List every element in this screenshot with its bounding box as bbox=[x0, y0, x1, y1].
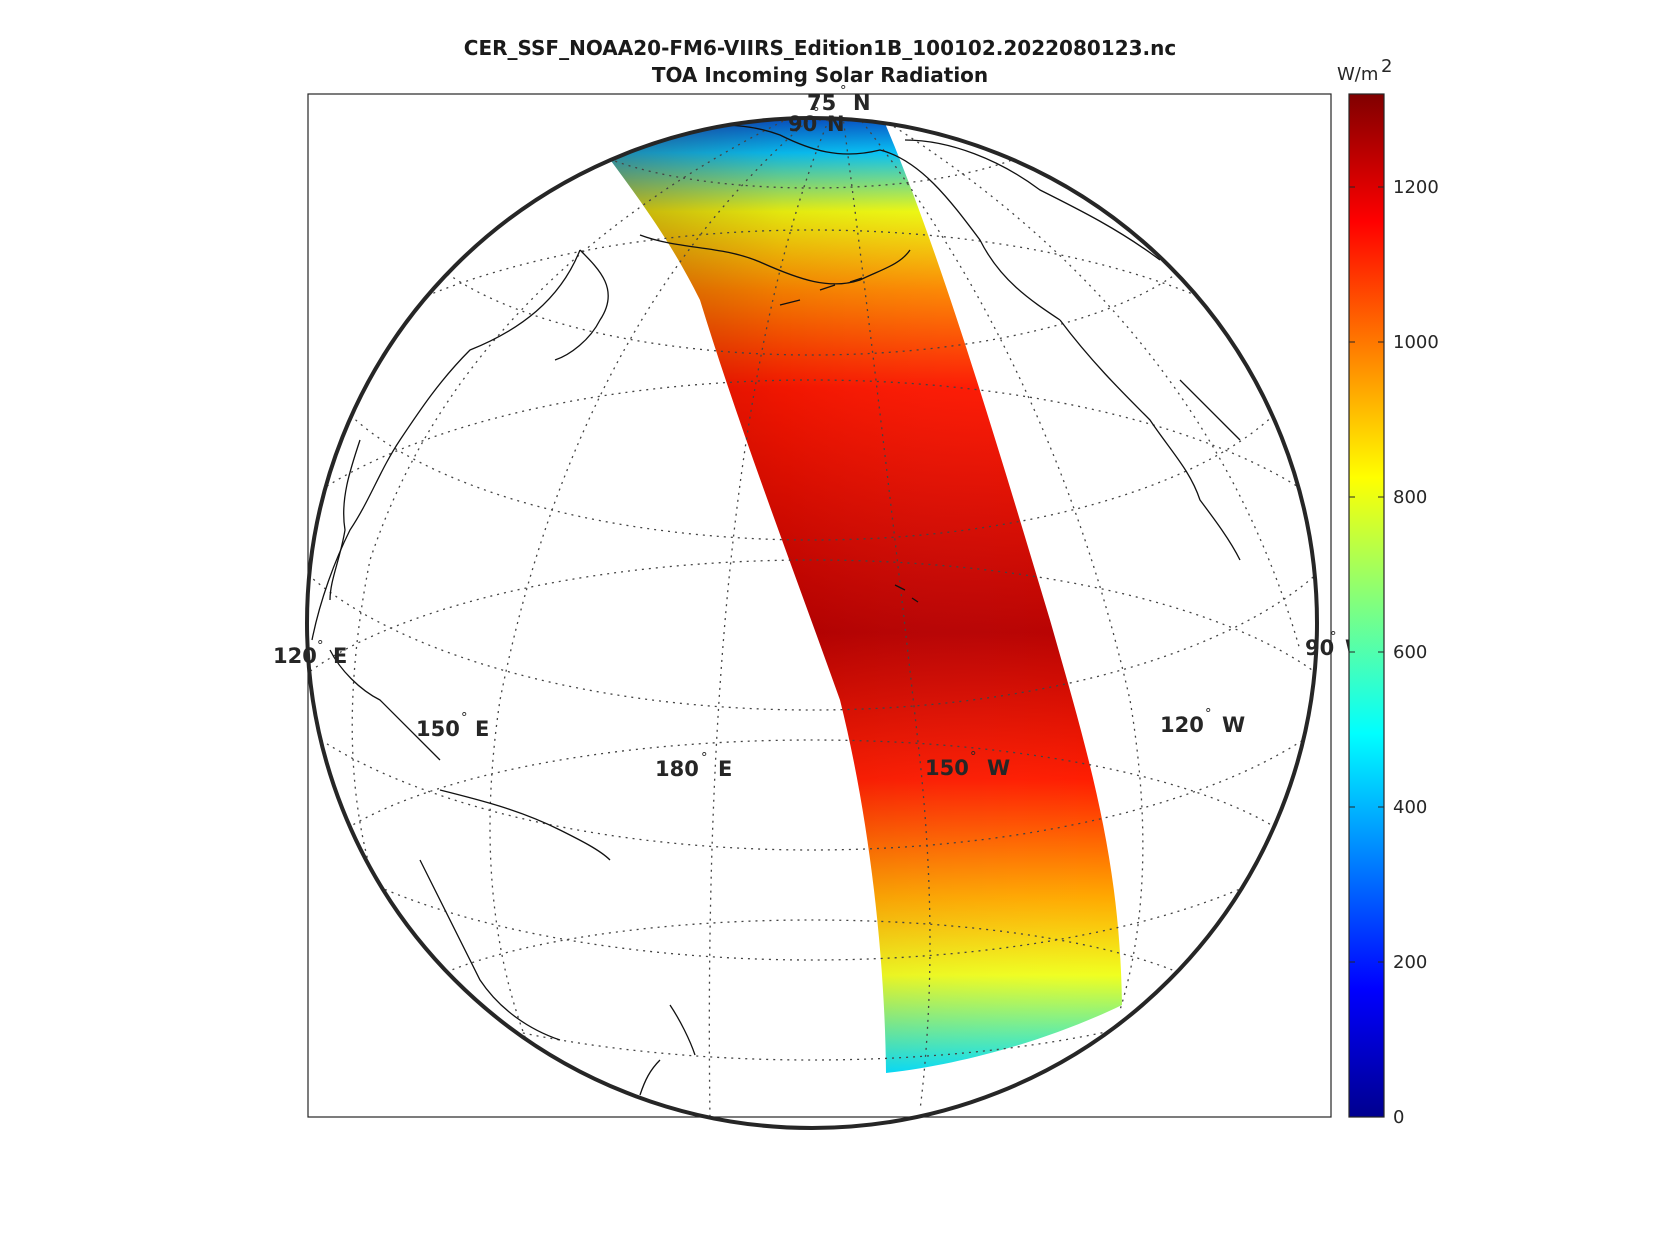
lon-label-180e-dir: E bbox=[718, 757, 732, 781]
degree-symbol-180e: ° bbox=[701, 751, 708, 766]
degree-symbol-120w: ° bbox=[1205, 707, 1212, 722]
coast-kamchatka bbox=[554, 249, 609, 361]
lat-line-30n bbox=[307, 229, 1317, 711]
chart-subtitle: TOA Incoming Solar Radiation bbox=[652, 63, 988, 87]
lon-label-120e-value: 120 bbox=[273, 644, 317, 668]
lon-label-120w-dir: W bbox=[1222, 713, 1245, 737]
coast-na-west bbox=[1059, 319, 1241, 561]
coast-australia bbox=[419, 859, 561, 1041]
coast-aleutians bbox=[779, 277, 863, 306]
lon-label-90w-value: 90 bbox=[1305, 636, 1334, 660]
coast-new-zealand bbox=[639, 1004, 696, 1096]
coast-hawaii bbox=[894, 584, 919, 603]
colorbar-tick-label: 400 bbox=[1393, 797, 1427, 818]
swath bbox=[600, 118, 1122, 1073]
coast-alaska bbox=[659, 124, 1061, 321]
degree-symbol-150e: ° bbox=[461, 711, 468, 726]
lon-label-150w-dir: W bbox=[987, 756, 1010, 780]
lon-label-150e-value: 150 bbox=[416, 717, 460, 741]
meridian-180 bbox=[708, 118, 841, 1121]
colorbar-tick-label: 1200 bbox=[1393, 177, 1439, 198]
lat-label-90n-dir: N bbox=[827, 112, 845, 136]
degree-symbol-75n: ° bbox=[840, 84, 847, 99]
lat-line-15s bbox=[307, 739, 1317, 1061]
degree-symbol-120e: ° bbox=[317, 639, 324, 654]
colorbar-units-exp: 2 bbox=[1381, 56, 1392, 77]
lon-label-120w-value: 120 bbox=[1160, 713, 1204, 737]
globe-content bbox=[307, 118, 1317, 1128]
coast-philippines bbox=[329, 649, 441, 761]
degree-symbol-90w: ° bbox=[1330, 630, 1337, 645]
globe-outline bbox=[305, 116, 1319, 1130]
meridian-120w bbox=[839, 118, 1144, 1011]
coast-japan bbox=[329, 439, 361, 601]
lat-label-75n-value: 75 bbox=[807, 91, 836, 115]
colorbar-tick-label: 800 bbox=[1393, 487, 1427, 508]
colorbar-gradient bbox=[1348, 93, 1385, 1118]
lon-label-180e-value: 180 bbox=[655, 757, 699, 781]
swath-shading bbox=[600, 118, 1122, 1073]
colorbar-ticks: 0 200 400 600 800 1000 1200 bbox=[1349, 177, 1439, 1128]
lon-label-120e-dir: E bbox=[333, 644, 347, 668]
lon-label-150w-value: 150 bbox=[925, 756, 969, 780]
coast-new-guinea bbox=[439, 789, 611, 861]
coast-alaska-south bbox=[639, 234, 911, 285]
meridian-150w bbox=[839, 118, 931, 1111]
lat-line-eq bbox=[307, 559, 1317, 961]
coast-baja bbox=[1179, 379, 1241, 441]
colorbar-tick-label: 600 bbox=[1393, 642, 1427, 663]
colorbar-tick-label: 200 bbox=[1393, 952, 1427, 973]
meridian-90w bbox=[839, 118, 1301, 651]
coast-canada bbox=[904, 139, 1161, 261]
colorbar-units-base: W/m bbox=[1337, 64, 1378, 85]
colorbar: 0 200 400 600 800 1000 1200 W/m 2 bbox=[1337, 56, 1439, 1128]
degree-symbol-150w: ° bbox=[970, 750, 977, 765]
colorbar-tick-label: 1000 bbox=[1393, 332, 1439, 353]
lat-label-90n-value: 90 bbox=[788, 112, 817, 136]
chart-title: CER_SSF_NOAA20-FM6-VIIRS_Edition1B_10010… bbox=[464, 36, 1176, 60]
lat-label-75n-dir: N bbox=[853, 91, 871, 115]
lon-label-150e-dir: E bbox=[475, 717, 489, 741]
colorbar-tick-label: 0 bbox=[1393, 1107, 1404, 1128]
coast-asia-east bbox=[311, 249, 581, 641]
degree-symbol-90n: ° bbox=[813, 106, 820, 121]
